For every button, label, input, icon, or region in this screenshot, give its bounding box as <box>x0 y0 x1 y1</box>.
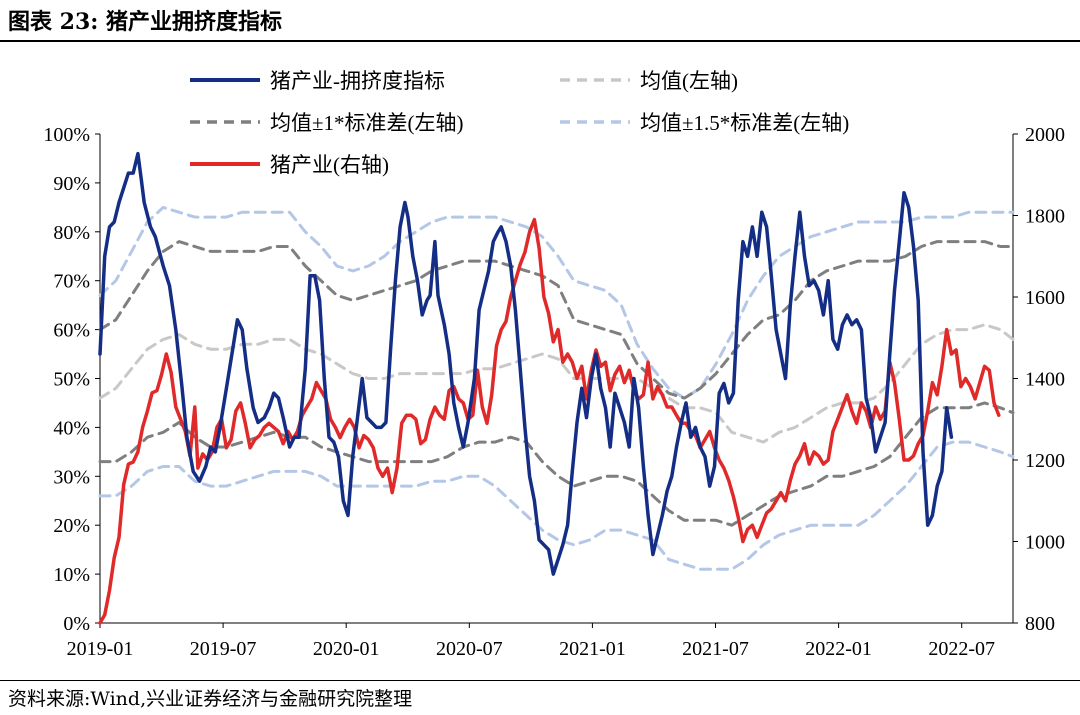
title-rule <box>0 40 1080 42</box>
legend-label-band15: 均值±1.5*标准差(左轴) <box>640 111 849 135</box>
y-left-tick-label: 0% <box>63 613 90 635</box>
y-right-tick-label: 1600 <box>1025 287 1065 309</box>
x-tick-label: 2021-07 <box>682 638 749 660</box>
series-line-band1_upper <box>98 240 1015 400</box>
y-left-tick-label: 10% <box>53 564 90 586</box>
y-left-tick-label: 100% <box>43 124 90 146</box>
x-tick-label: 2020-01 <box>313 638 380 660</box>
y-left-tick-label: 70% <box>53 271 90 293</box>
x-tick-label: 2019-07 <box>190 638 257 660</box>
series-line-band15_lower <box>98 440 1015 571</box>
chart: 0% 10% 20% 30% 40% 50% 60% 70% 80% 90% 100% 800 1000… <box>43 69 1065 660</box>
y-right-tick-label: 2000 <box>1025 124 1065 146</box>
y-left-tick-label: 60% <box>53 320 90 342</box>
x-tick-label: 2022-07 <box>928 638 995 660</box>
y-left-tick-label: 80% <box>53 222 90 244</box>
source-rule <box>0 680 1080 681</box>
y-right-tick-label: 1400 <box>1025 369 1065 391</box>
y-left-tick-label: 50% <box>53 369 90 391</box>
x-tick-label: 2022-01 <box>805 638 872 660</box>
series-line-band15_upper <box>98 205 1015 400</box>
legend-label-crowding: 猪产业-拥挤度指标 <box>270 69 445 93</box>
figure-title: 图表 23: 猪产业拥挤度指标 <box>8 9 283 35</box>
y-left-tick-label: 90% <box>53 173 90 195</box>
legend-label-mean: 均值(左轴) <box>640 69 738 93</box>
x-tick-label: 2021-01 <box>559 638 626 660</box>
y-right-tick-label: 1200 <box>1025 450 1065 472</box>
y-left-tick-label: 40% <box>53 417 90 439</box>
legend-label-industry: 猪产业(右轴) <box>270 153 389 177</box>
y-right-tick-label: 1000 <box>1025 532 1065 554</box>
legend-label-band1: 均值±1*标准差(左轴) <box>270 111 464 135</box>
y-left-tick-label: 20% <box>53 515 90 537</box>
series-line-industry <box>98 217 1001 625</box>
y-right-tick-label: 1800 <box>1025 206 1065 228</box>
x-tick-label: 2019-01 <box>67 638 134 660</box>
source-note: 资料来源:Wind,兴业证券经济与金融研究院整理 <box>8 688 413 710</box>
y-left-tick-label: 30% <box>53 466 90 488</box>
series-line-mean <box>98 323 1015 444</box>
series-line-band1_lower <box>98 401 1015 527</box>
x-tick-label: 2020-07 <box>436 638 503 660</box>
series-line-crowding <box>98 151 954 576</box>
y-right-tick-label: 800 <box>1025 613 1055 635</box>
